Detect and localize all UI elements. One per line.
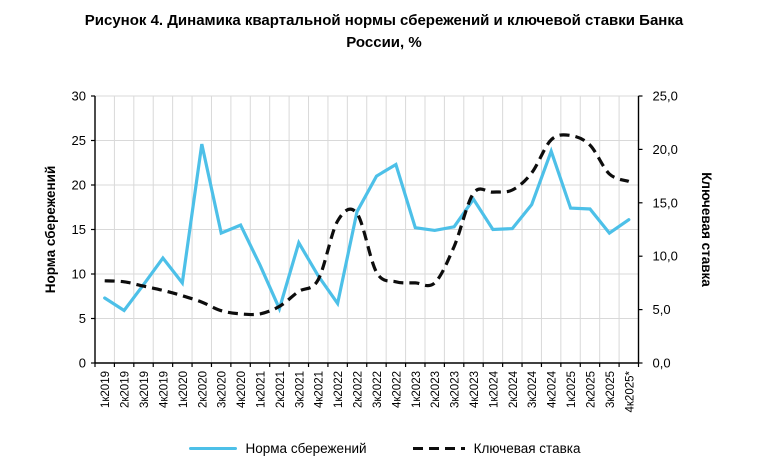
- left-axis-labels: 0 5 10 15 20 25 30: [72, 89, 86, 371]
- key-rate-line-swatch: [412, 446, 465, 451]
- svg-text:1к2022: 1к2022: [333, 371, 345, 408]
- svg-text:20,0: 20,0: [653, 142, 678, 157]
- legend-item-savings-rate: Норма сбережений: [188, 441, 367, 456]
- right-axis-labels: 0,0 5,0 10,0 15,0 20,0 25,0: [653, 89, 678, 371]
- chart-legend: Норма сбережений Ключевая ставка: [0, 441, 769, 456]
- svg-text:15,0: 15,0: [653, 195, 678, 210]
- svg-text:2к2019: 2к2019: [120, 371, 132, 408]
- legend-label-savings-rate: Норма сбережений: [245, 441, 367, 456]
- svg-text:4к2021: 4к2021: [314, 371, 326, 408]
- svg-text:25,0: 25,0: [653, 89, 678, 104]
- svg-text:1к2021: 1к2021: [255, 371, 267, 408]
- svg-text:2к2024: 2к2024: [508, 370, 520, 408]
- gridlines: [95, 95, 639, 363]
- svg-text:10: 10: [72, 267, 86, 282]
- svg-text:4к2023: 4к2023: [469, 371, 481, 408]
- key-rate-line: [104, 133, 630, 317]
- svg-text:2к2022: 2к2022: [353, 371, 365, 408]
- svg-text:3к2020: 3к2020: [217, 371, 229, 408]
- svg-text:2к2025: 2к2025: [585, 371, 597, 408]
- axes: [91, 95, 643, 367]
- svg-text:1к2020: 1к2020: [178, 371, 190, 408]
- svg-text:0,0: 0,0: [653, 356, 671, 371]
- svg-text:0: 0: [79, 356, 86, 371]
- svg-text:3к2019: 3к2019: [139, 371, 151, 408]
- svg-text:4к2019: 4к2019: [158, 371, 170, 408]
- svg-text:20: 20: [72, 178, 86, 193]
- svg-text:3к2025: 3к2025: [605, 371, 617, 408]
- savings-rate-line-swatch: [188, 446, 237, 451]
- svg-text:3к2022: 3к2022: [372, 371, 384, 408]
- svg-text:3к2024: 3к2024: [527, 370, 539, 408]
- svg-text:2к2020: 2к2020: [197, 371, 209, 408]
- svg-text:15: 15: [72, 222, 86, 237]
- svg-text:25: 25: [72, 133, 86, 148]
- svg-text:1к2024: 1к2024: [488, 370, 500, 408]
- svg-text:4к2020: 4к2020: [236, 371, 248, 408]
- svg-text:2к2023: 2к2023: [430, 371, 442, 408]
- svg-text:2к2021: 2к2021: [275, 371, 287, 408]
- svg-text:3к2023: 3к2023: [450, 371, 462, 408]
- svg-text:10,0: 10,0: [653, 249, 678, 264]
- svg-text:5: 5: [79, 311, 86, 326]
- figure-title: Рисунок 4. Динамика квартальной нормы сб…: [84, 12, 684, 51]
- svg-text:4к2022: 4к2022: [391, 371, 403, 408]
- savings-rate-line: [103, 143, 631, 314]
- legend-label-key-rate: Ключевая ставка: [473, 441, 581, 456]
- svg-text:30: 30: [72, 89, 86, 104]
- svg-text:1к2025: 1к2025: [566, 371, 578, 408]
- svg-text:4к2025*: 4к2025*: [624, 370, 636, 412]
- right-axis-title: Ключевая ставка: [699, 172, 714, 287]
- svg-text:5,0: 5,0: [653, 302, 671, 317]
- svg-text:1к2023: 1к2023: [411, 371, 423, 408]
- svg-text:1к2019: 1к2019: [100, 371, 112, 408]
- legend-item-key-rate: Ключевая ставка: [412, 441, 581, 456]
- left-axis-title: Норма сбережений: [43, 166, 58, 294]
- svg-text:3к2021: 3к2021: [294, 371, 306, 408]
- x-axis-labels: 1к2019 2к2019 3к2019 4к2019 1к2020 2к2020 3к20…: [100, 370, 636, 412]
- svg-text:4к2024: 4к2024: [547, 370, 559, 408]
